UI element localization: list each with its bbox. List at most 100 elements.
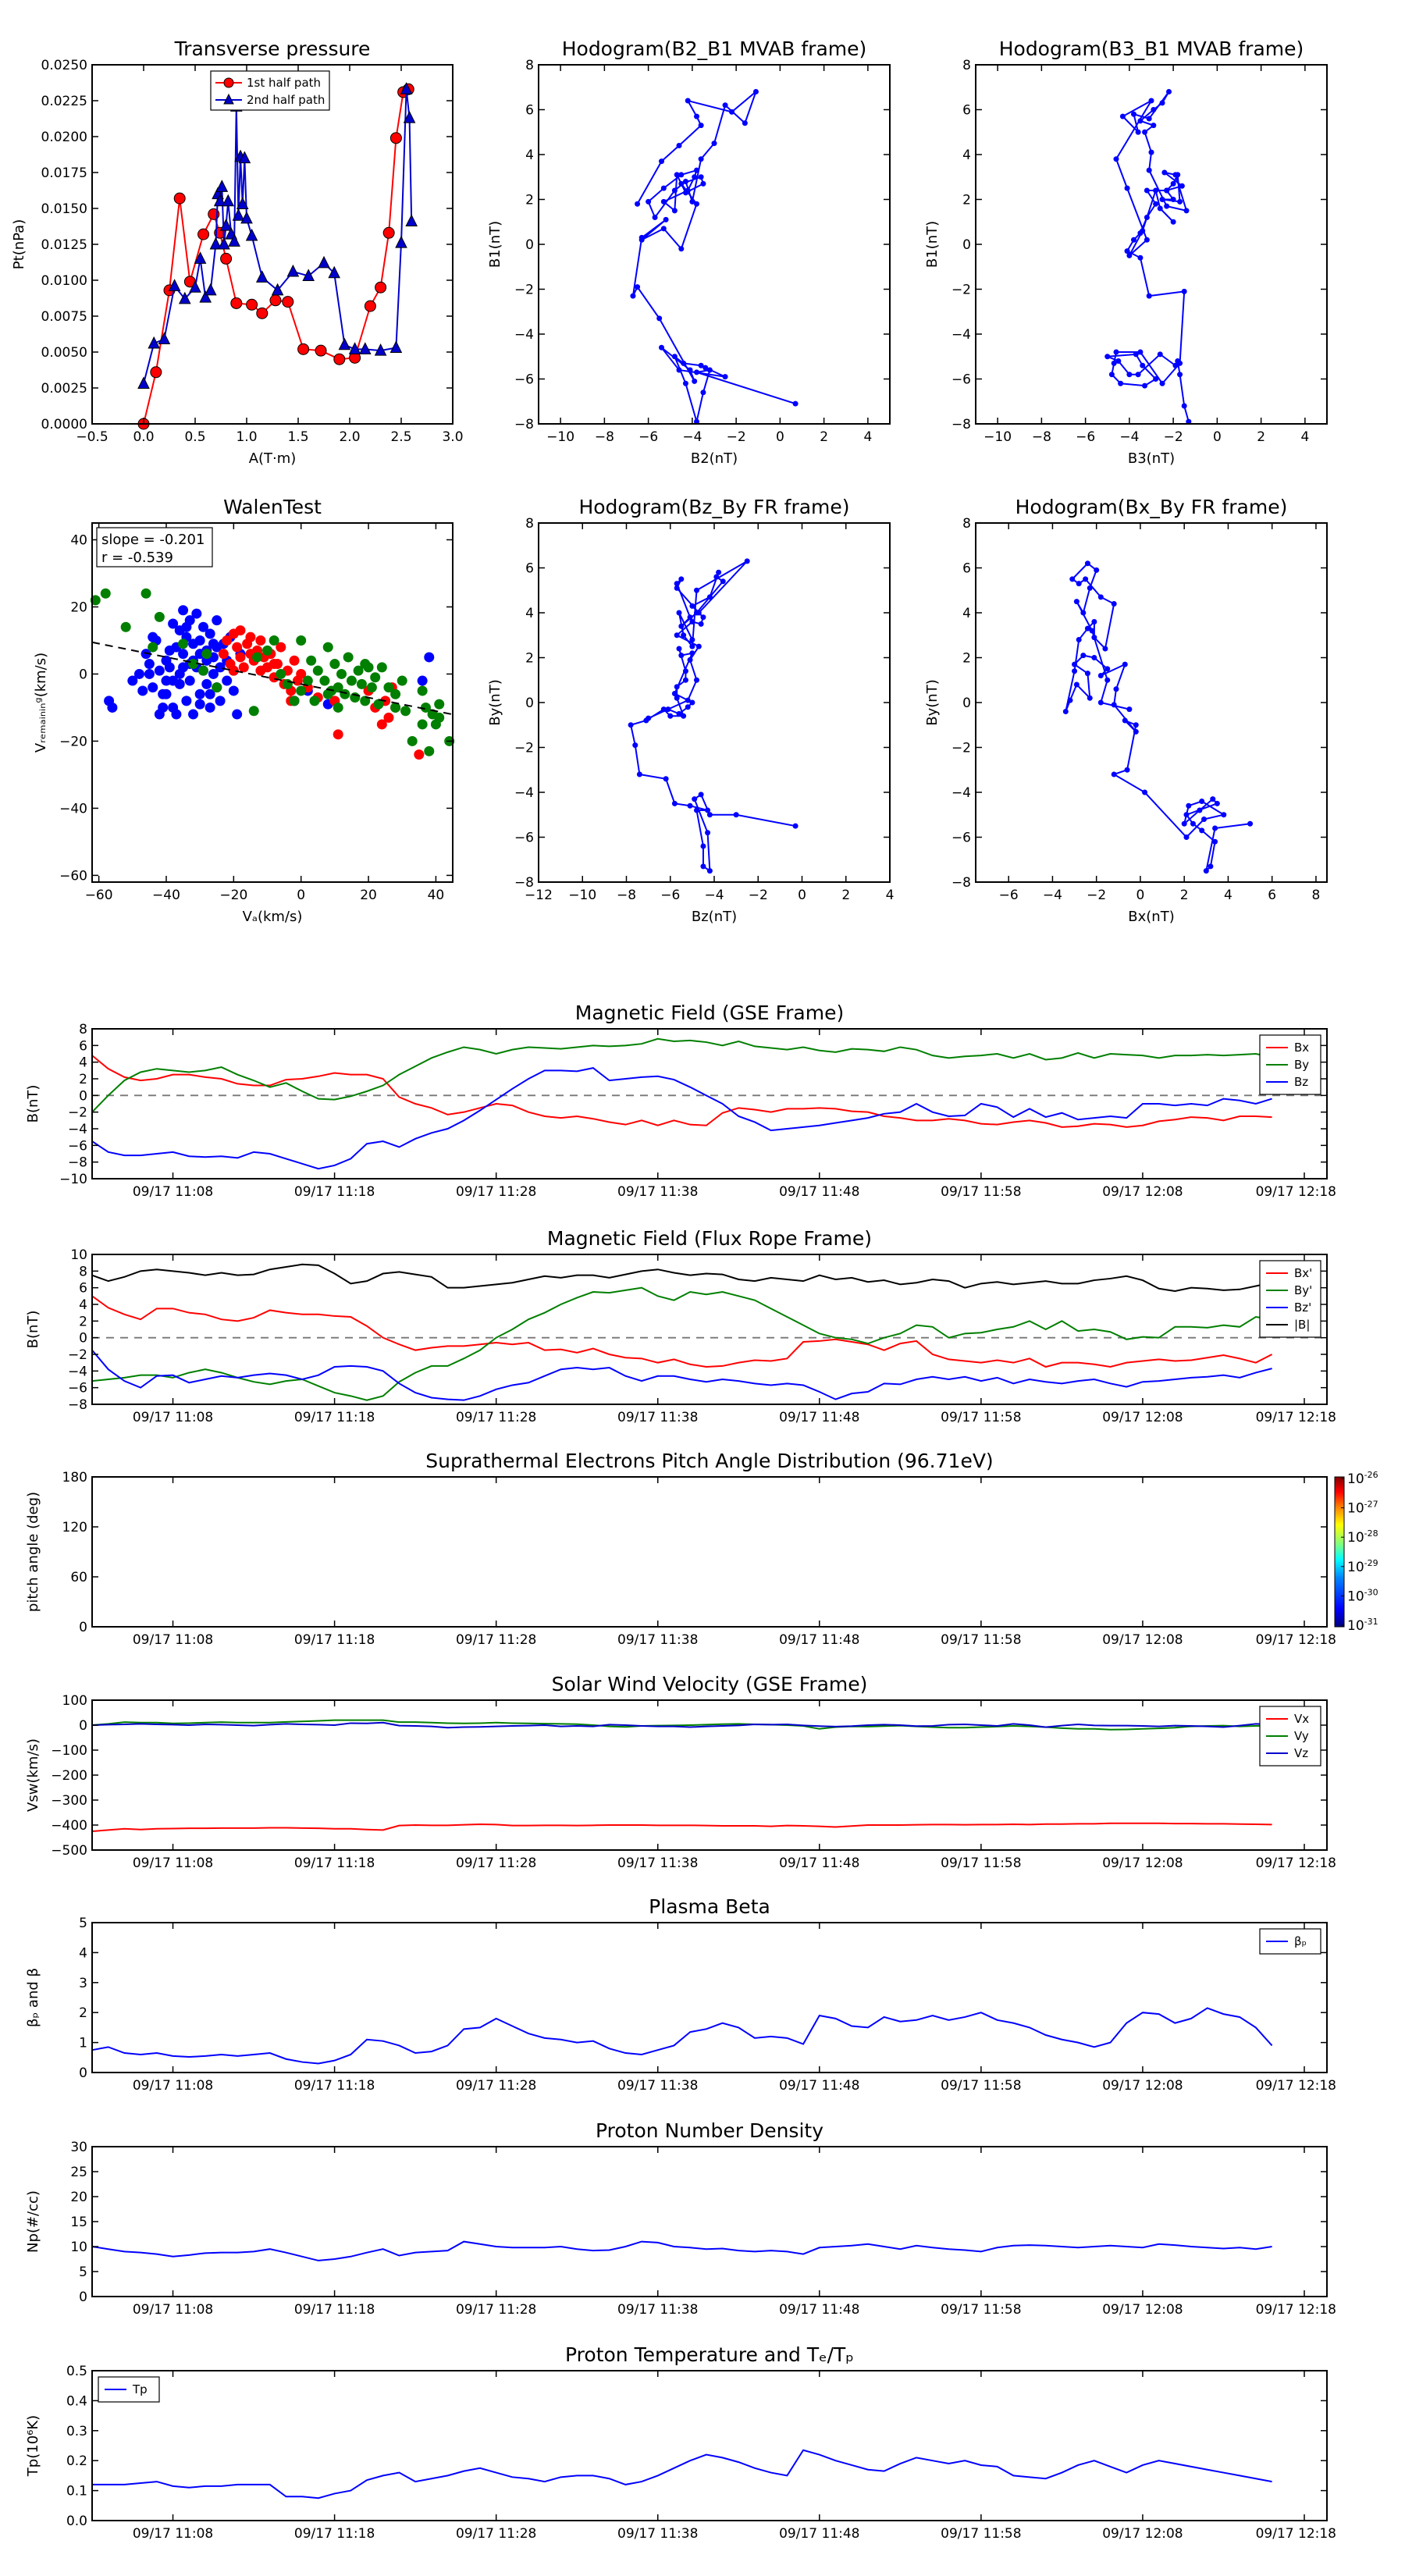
h1-point bbox=[694, 167, 699, 173]
tp-xtick-label: 1.0 bbox=[236, 429, 257, 445]
np-ytick-label: 30 bbox=[70, 2140, 87, 2155]
walen-point-green bbox=[370, 672, 381, 683]
h1-point bbox=[663, 216, 669, 222]
walen-xtick-label: 0 bbox=[297, 888, 305, 903]
h3-point bbox=[628, 722, 634, 728]
bfr-ytick-label: 4 bbox=[79, 1297, 87, 1313]
h3-xtick-label: 0 bbox=[798, 888, 806, 903]
h1-point bbox=[689, 198, 695, 205]
pad-time-label: 09/17 11:58 bbox=[941, 1632, 1021, 1648]
h3-xtick-label: 4 bbox=[886, 888, 895, 903]
h4-title: Hodogram(Bx_By FR frame) bbox=[1016, 496, 1288, 518]
tp-title: Transverse pressure bbox=[174, 37, 371, 60]
pad-time-label: 09/17 11:18 bbox=[294, 1632, 375, 1648]
h4-point bbox=[1208, 863, 1214, 870]
h2-xtick-label: 4 bbox=[1300, 429, 1309, 445]
walen-point-blue bbox=[164, 662, 175, 673]
beta-ytick-label: 0 bbox=[79, 2065, 87, 2081]
h2-xtick-label: −10 bbox=[984, 429, 1012, 445]
tp-point bbox=[375, 281, 387, 294]
h4-point bbox=[1199, 827, 1205, 834]
h4-ytick-label: −4 bbox=[951, 785, 971, 801]
h2-point bbox=[1153, 187, 1159, 194]
h3-ytick-label: −4 bbox=[514, 785, 534, 801]
h2-point bbox=[1133, 351, 1139, 358]
h2-point bbox=[1172, 362, 1179, 368]
walen-point-green bbox=[148, 642, 158, 653]
h2-xlabel: B3(nT) bbox=[1128, 450, 1175, 467]
tpp-series-0 bbox=[92, 2449, 1272, 2500]
pad-title: Suprathermal Electrons Pitch Angle Distr… bbox=[425, 1450, 993, 1472]
colorbar-exponent: -27 bbox=[1364, 1500, 1378, 1510]
bfr-time-label: 09/17 12:08 bbox=[1102, 1410, 1183, 1425]
walen-point-blue bbox=[222, 675, 233, 686]
h4-point bbox=[1122, 661, 1128, 667]
walen-xtick-label: −40 bbox=[152, 888, 180, 903]
h3-point bbox=[687, 802, 693, 809]
beta-time-label: 09/17 11:38 bbox=[617, 2078, 698, 2094]
h1-ylabel: B1(nT) bbox=[487, 221, 503, 268]
h4-point bbox=[1126, 706, 1133, 713]
walen-ytick-label: 0 bbox=[79, 667, 87, 682]
chart-beta: Plasma Beta 0 1 2 3 4 5 βₚ and β 09/17 11:08 09/1… bbox=[25, 1895, 1336, 2094]
tp-ylabel: Pt(nPa) bbox=[11, 219, 27, 269]
h2-point bbox=[1111, 360, 1117, 366]
h4-point bbox=[1091, 655, 1097, 660]
bgse-time-label: 09/17 11:38 bbox=[617, 1184, 698, 1200]
h2-point bbox=[1164, 203, 1170, 209]
h3-point bbox=[646, 715, 652, 721]
h1-xtick-label: −6 bbox=[638, 429, 658, 445]
h2-point bbox=[1142, 382, 1148, 389]
vsw-time-label: 09/17 11:58 bbox=[941, 1856, 1021, 1871]
h1-point bbox=[659, 344, 664, 350]
h3-point bbox=[705, 807, 711, 813]
walen-point-red bbox=[255, 635, 266, 646]
tp-point bbox=[240, 211, 253, 224]
tpp-time-label: 09/17 11:08 bbox=[133, 2526, 213, 2542]
h1-point bbox=[660, 226, 667, 232]
tp-point bbox=[194, 251, 207, 264]
vsw-time-label: 09/17 12:18 bbox=[1256, 1856, 1336, 1871]
h2-point bbox=[1177, 198, 1183, 205]
h1-point bbox=[698, 123, 704, 129]
h3-point bbox=[698, 792, 704, 798]
h2-point bbox=[1170, 197, 1176, 202]
tp-point bbox=[189, 280, 201, 293]
h1-ytick-label: −2 bbox=[514, 283, 534, 298]
h4-point bbox=[1062, 709, 1069, 714]
chart-h4: Hodogram(Bx_By FR frame) −8 −6 −4 −2 0 2 4 6 8 By(… bbox=[924, 496, 1328, 925]
h1-point bbox=[682, 380, 688, 386]
tp-point bbox=[158, 332, 171, 344]
walen-xtick-label: −20 bbox=[219, 888, 247, 903]
walen-point-blue bbox=[164, 645, 175, 656]
h4-point bbox=[1067, 697, 1073, 703]
walen-point-blue bbox=[205, 688, 215, 699]
walen-point-red bbox=[222, 635, 233, 646]
tp-point bbox=[405, 214, 418, 227]
h3-point bbox=[685, 697, 691, 703]
bgse-ytick-label: −10 bbox=[59, 1172, 87, 1187]
colorbar-base: 10 bbox=[1347, 1618, 1364, 1634]
np-ytick-label: 0 bbox=[79, 2290, 87, 2305]
tp-point bbox=[222, 194, 235, 207]
h3-xtick-label: −12 bbox=[525, 888, 553, 903]
walen-point-green bbox=[346, 675, 357, 686]
np-time-label: 09/17 11:08 bbox=[133, 2302, 213, 2318]
walen-point-red bbox=[218, 649, 229, 660]
h3-point bbox=[695, 610, 702, 616]
h2-point bbox=[1146, 116, 1152, 122]
walen-fit-line bbox=[91, 641, 454, 716]
h1-ytick-label: −8 bbox=[514, 417, 534, 432]
h1-point bbox=[694, 369, 699, 375]
pad-colorbar bbox=[1334, 1476, 1345, 1628]
walen-point-green bbox=[248, 706, 259, 717]
chart-bgse: Magnetic Field (GSE Frame) −10−8−6−4−2024… bbox=[25, 1002, 1336, 1200]
vsw-ytick-label: −400 bbox=[51, 1818, 87, 1834]
h2-point bbox=[1146, 167, 1152, 173]
h4-point bbox=[1201, 817, 1207, 822]
beta-ytick-label: 3 bbox=[79, 1976, 87, 1991]
vsw-time-label: 09/17 11:08 bbox=[133, 1856, 213, 1871]
walen-point-red bbox=[269, 659, 279, 670]
h2-point bbox=[1172, 172, 1179, 178]
h4-xtick-label: 0 bbox=[1136, 888, 1145, 903]
